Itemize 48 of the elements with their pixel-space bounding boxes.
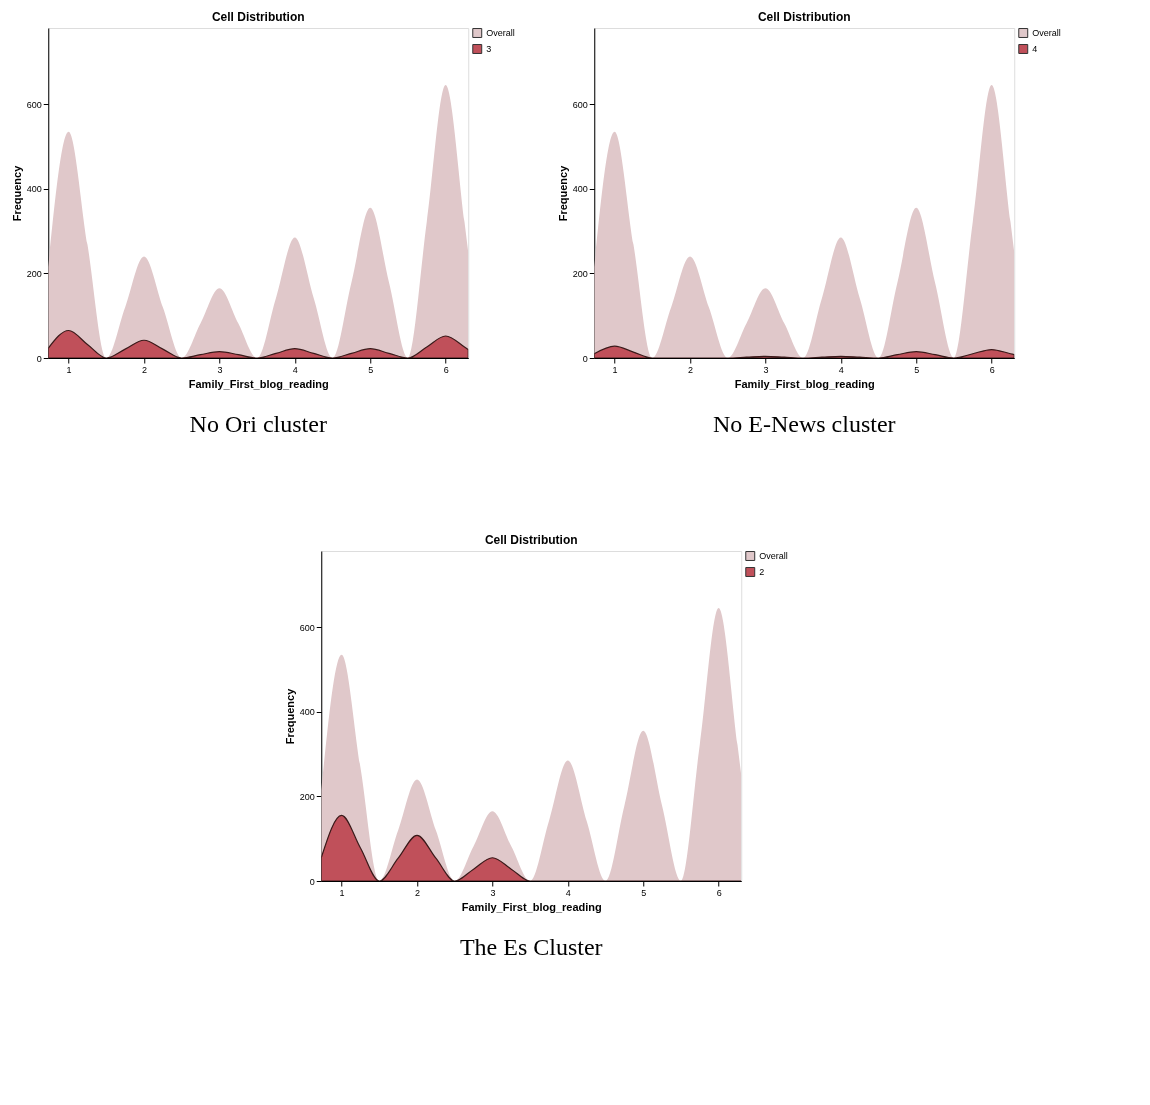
chart-title: Cell Distribution xyxy=(484,533,578,547)
x-tick-label: 1 xyxy=(66,364,72,375)
legend-label: Overall xyxy=(1032,28,1061,38)
y-tick-label: 600 xyxy=(26,99,42,110)
x-tick-label: 5 xyxy=(368,364,374,375)
y-tick-label: 400 xyxy=(26,184,42,195)
x-tick-label: 6 xyxy=(443,364,449,375)
chart-title: Cell Distribution xyxy=(757,10,851,24)
x-tick-label: 5 xyxy=(914,364,920,375)
text: The Es Cluster xyxy=(459,934,603,960)
x-axis-title: Family_First_blog_reading xyxy=(461,900,602,913)
y-tick-label: 0 xyxy=(309,876,315,887)
legend-label: Overall xyxy=(486,28,515,38)
x-tick-label: 4 xyxy=(838,364,844,375)
y-tick-label: 0 xyxy=(582,353,588,364)
text: No E-News cluster xyxy=(712,411,896,437)
legend-label: 4 xyxy=(1032,44,1038,54)
x-tick-label: 3 xyxy=(217,364,223,375)
x-tick-label: 1 xyxy=(339,887,345,898)
chart-title: Cell Distribution xyxy=(211,10,305,24)
y-axis-title: Frequency xyxy=(10,164,23,222)
y-tick-label: 400 xyxy=(572,184,588,195)
y-tick-label: 600 xyxy=(572,99,588,110)
x-axis-title: Family_First_blog_reading xyxy=(188,377,329,390)
x-tick-label: 2 xyxy=(688,364,694,375)
y-tick-label: 600 xyxy=(299,622,315,633)
x-tick-label: 2 xyxy=(142,364,148,375)
x-axis-title: Family_First_blog_reading xyxy=(734,377,875,390)
legend-label: Overall xyxy=(759,551,788,561)
y-tick-label: 400 xyxy=(299,707,315,718)
y-axis-title: Frequency xyxy=(283,687,296,745)
x-tick-label: 4 xyxy=(565,887,571,898)
x-tick-label: 3 xyxy=(490,887,496,898)
legend-label: 3 xyxy=(486,44,492,54)
x-tick-label: 6 xyxy=(989,364,995,375)
x-tick-label: 5 xyxy=(641,887,647,898)
x-tick-label: 1 xyxy=(612,364,618,375)
x-tick-label: 3 xyxy=(763,364,769,375)
text: No Ori cluster xyxy=(189,411,327,437)
x-tick-label: 6 xyxy=(716,887,722,898)
legend-label: 2 xyxy=(759,567,765,577)
x-tick-label: 2 xyxy=(415,887,421,898)
y-tick-label: 200 xyxy=(299,791,315,802)
y-tick-label: 200 xyxy=(26,268,42,279)
y-tick-label: 0 xyxy=(36,353,42,364)
y-tick-label: 200 xyxy=(572,268,588,279)
y-axis-title: Frequency xyxy=(556,164,569,222)
x-tick-label: 4 xyxy=(292,364,298,375)
